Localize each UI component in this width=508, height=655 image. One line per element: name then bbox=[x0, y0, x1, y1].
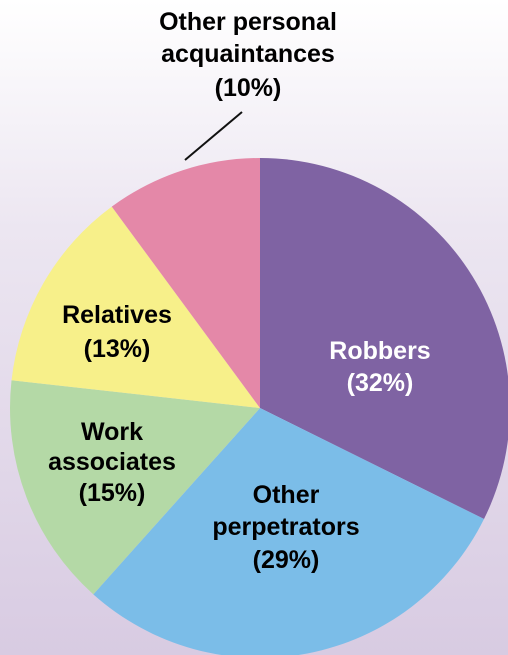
label-work-associates-line1: Work bbox=[81, 418, 143, 446]
label-work-associates-line2: associates bbox=[48, 448, 176, 476]
label-other-perpetrators-value: (29%) bbox=[253, 546, 320, 574]
leader-line bbox=[184, 111, 243, 161]
pie-slice-relatives bbox=[11, 206, 261, 408]
label-relatives-value: (13%) bbox=[84, 335, 151, 363]
label-other-personal-line2: acquaintances bbox=[161, 40, 335, 68]
label-other-personal-line1: Other personal bbox=[159, 8, 337, 36]
label-relatives: Relatives (13%) bbox=[62, 301, 172, 363]
pie-slice-robbers bbox=[260, 158, 508, 520]
pie-slices bbox=[9, 158, 508, 655]
label-work-associates-value: (15%) bbox=[79, 479, 146, 507]
label-robbers: Robbers (32%) bbox=[329, 337, 430, 397]
label-other-perpetrators-line2: perpetrators bbox=[212, 513, 359, 541]
label-other-personal-value: (10%) bbox=[215, 74, 282, 102]
label-robbers-value: (32%) bbox=[347, 369, 414, 397]
label-other-perpetrators-line1: Other bbox=[253, 481, 320, 509]
label-work-associates: Work associates (15%) bbox=[48, 418, 176, 507]
pie-slice-other-personal-acquaintances bbox=[111, 158, 261, 408]
label-other-personal: Other personal acquaintances (10%) bbox=[159, 8, 337, 102]
label-robbers-name: Robbers bbox=[329, 337, 430, 365]
label-relatives-name: Relatives bbox=[62, 301, 172, 329]
pie-slice-work-associates bbox=[9, 380, 260, 595]
pie-slice-other-perpetrators bbox=[93, 408, 484, 655]
label-other-perpetrators: Other perpetrators (29%) bbox=[212, 481, 359, 574]
